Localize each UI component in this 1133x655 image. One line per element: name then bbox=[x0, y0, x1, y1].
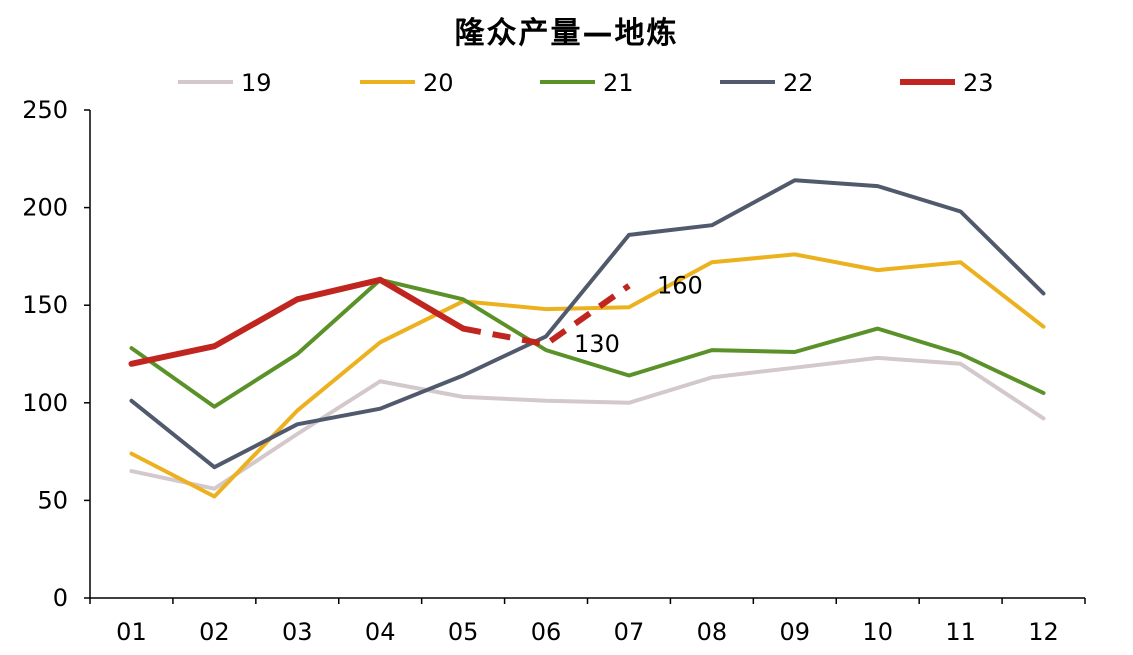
axes: 0 50 100 150 200 250 01 02 03 04 05 06 07 08 09 10 11 12 bbox=[22, 96, 1086, 646]
chart-title: 隆众产量—地炼 bbox=[454, 16, 679, 51]
data-label: 160 bbox=[657, 272, 703, 300]
x-tick-label: 03 bbox=[282, 618, 313, 646]
series-line-21 bbox=[129, 277, 1046, 409]
x-tick-label: 07 bbox=[614, 618, 645, 646]
y-tick-label: 50 bbox=[37, 486, 68, 514]
legend: 19 20 21 22 23 bbox=[178, 69, 994, 97]
y-tick-label: 150 bbox=[22, 291, 68, 319]
x-tick-label: 10 bbox=[862, 618, 893, 646]
series-line-20 bbox=[129, 252, 1046, 499]
x-tick-label: 05 bbox=[448, 618, 479, 646]
x-tick-label: 01 bbox=[116, 618, 147, 646]
data-label: 130 bbox=[574, 330, 620, 358]
y-tick-label: 0 bbox=[53, 584, 68, 612]
x-tick-label: 06 bbox=[531, 618, 562, 646]
series-line-22 bbox=[129, 178, 1046, 470]
y-tick-label: 200 bbox=[22, 194, 68, 222]
legend-label-20: 20 bbox=[423, 69, 454, 97]
labels-layer: 160 130 bbox=[574, 272, 703, 359]
series-line-23 bbox=[128, 276, 467, 367]
y-tick-label: 250 bbox=[22, 96, 68, 124]
y-tick-label: 100 bbox=[22, 389, 68, 417]
x-tick-label: 04 bbox=[365, 618, 396, 646]
legend-label-19: 19 bbox=[241, 69, 272, 97]
x-tick-label: 12 bbox=[1028, 618, 1059, 646]
series-layer bbox=[128, 178, 1046, 499]
legend-label-23: 23 bbox=[963, 69, 994, 97]
series-line-23-dashed bbox=[462, 283, 631, 348]
legend-label-21: 21 bbox=[603, 69, 634, 97]
legend-label-22: 22 bbox=[783, 69, 814, 97]
x-tick-label: 08 bbox=[697, 618, 728, 646]
x-tick-label: 11 bbox=[945, 618, 976, 646]
x-tick-label: 02 bbox=[199, 618, 230, 646]
x-tick-label: 09 bbox=[780, 618, 811, 646]
series-line-19 bbox=[129, 355, 1046, 491]
